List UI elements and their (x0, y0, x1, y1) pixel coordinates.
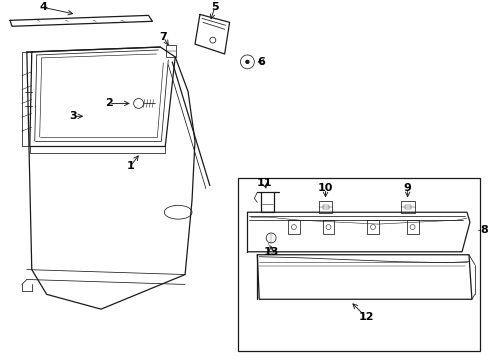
Text: 12: 12 (358, 312, 373, 322)
Text: 4: 4 (40, 3, 47, 13)
Text: 8: 8 (479, 225, 487, 235)
Bar (237, 177, 479, 351)
Bar (166, 45, 176, 57)
Text: 2: 2 (105, 98, 113, 108)
Bar (322, 220, 334, 234)
Bar (366, 220, 378, 234)
Text: 6: 6 (257, 57, 264, 67)
Bar (318, 201, 332, 213)
Text: 11: 11 (256, 177, 271, 188)
Text: 9: 9 (403, 184, 411, 193)
Text: 7: 7 (159, 32, 167, 42)
Text: 5: 5 (210, 3, 218, 13)
Bar (406, 220, 418, 234)
Bar (404, 205, 410, 209)
Text: 3: 3 (69, 111, 77, 121)
Bar (322, 205, 328, 209)
Text: 13: 13 (263, 247, 278, 257)
Text: 1: 1 (126, 161, 134, 171)
Circle shape (245, 60, 248, 63)
Text: 10: 10 (317, 184, 332, 193)
Bar (287, 220, 299, 234)
Bar (400, 201, 414, 213)
